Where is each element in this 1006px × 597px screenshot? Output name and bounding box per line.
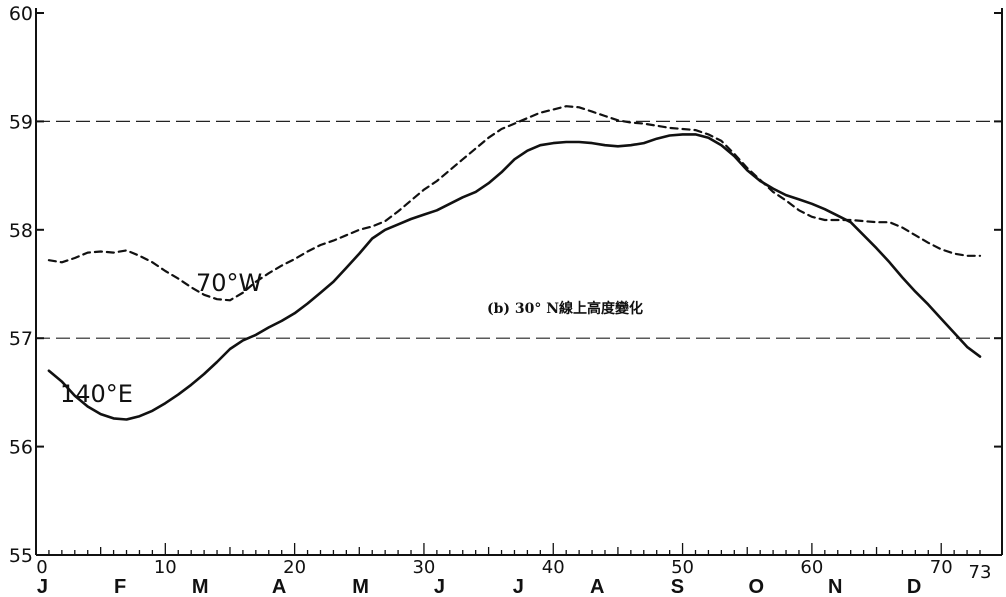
x-tick-label: 40 [542, 557, 565, 578]
y-tick-label: 59 [9, 111, 33, 133]
series-layer [47, 105, 982, 421]
series-label-140e: 140°E [60, 380, 133, 408]
month-label: N [828, 576, 842, 597]
month-label: F [114, 576, 126, 597]
x-tick-label: 70 [930, 557, 953, 578]
month-label: A [272, 576, 286, 597]
x-tick-label: 50 [671, 557, 694, 578]
month-label: M [352, 576, 369, 597]
x-tick-label: 10 [154, 557, 177, 578]
month-label: O [749, 576, 765, 597]
y-tick-label: 56 [9, 437, 33, 459]
month-label: M [192, 576, 209, 597]
series-line-70w [47, 105, 982, 302]
month-label: S [671, 576, 684, 597]
month-label: J [37, 576, 48, 597]
x-tick-label: 0 [36, 557, 47, 578]
month-label: A [590, 576, 604, 597]
month-label: D [907, 576, 921, 597]
y-tick-label: 55 [9, 545, 33, 567]
series-labels: 140°E 70°W [60, 269, 262, 408]
x-tick-label: 60 [800, 557, 823, 578]
month-label: J [513, 576, 524, 597]
month-label: J [434, 576, 445, 597]
x-axis-ticks: 0 10 20 30 40 50 60 70 73 [35, 543, 992, 583]
x-tick-label: 30 [412, 557, 435, 578]
y-tick-label: 57 [9, 328, 33, 350]
y-axis-ticks: 55 56 57 58 59 60 [9, 3, 1002, 567]
chart-title: (b) 30° N線上高度變化 [487, 300, 643, 317]
y-tick-label: 58 [9, 220, 33, 242]
x-tick-label: 20 [283, 557, 306, 578]
series-line-140e [47, 133, 982, 421]
x-end-label: 73 [969, 562, 992, 583]
plot-frame [35, 8, 1003, 556]
series-label-70w: 70°W [196, 269, 262, 297]
y-tick-label: 60 [9, 3, 33, 25]
